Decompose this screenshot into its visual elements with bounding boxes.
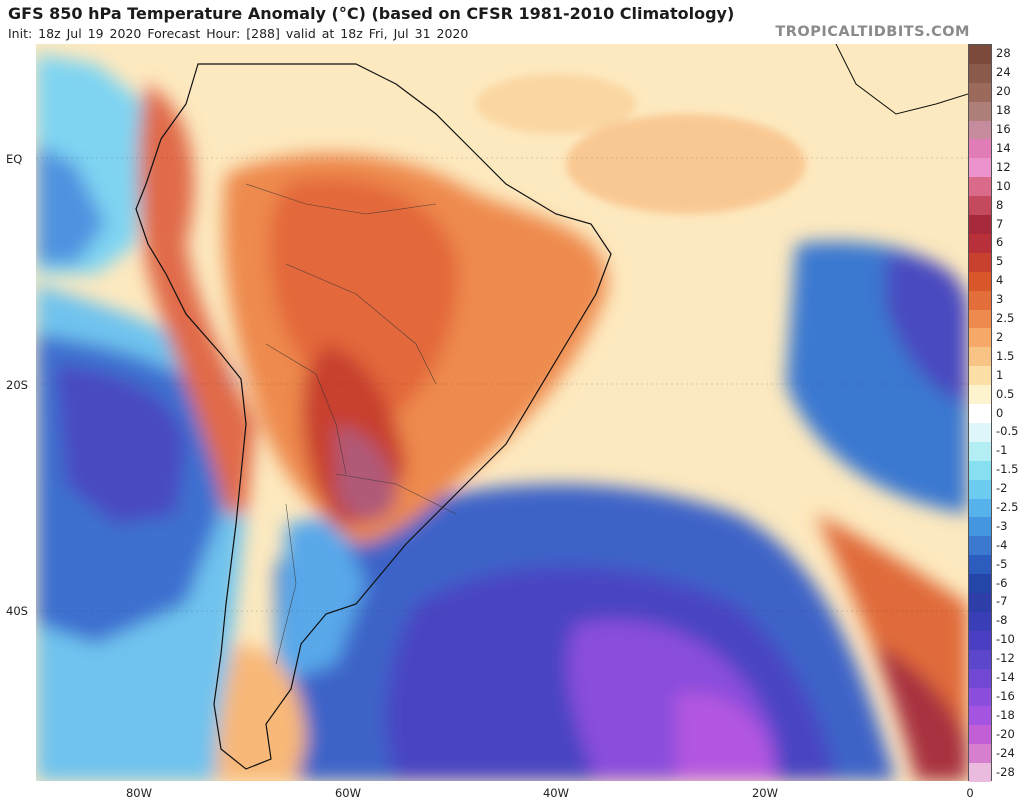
color-scale-label: -1.5 — [996, 462, 1019, 477]
color-scale-label: -14 — [996, 670, 1015, 685]
color-scale-swatch — [969, 347, 991, 367]
color-scale-swatch — [969, 460, 991, 481]
lat-label-40s: 40S — [6, 604, 28, 618]
color-scale-swatch — [969, 328, 991, 348]
color-scale-label: -1 — [996, 443, 1008, 458]
color-scale-swatch — [969, 158, 991, 178]
color-scale-bar — [968, 44, 992, 783]
color-scale-label: 18 — [996, 103, 1011, 118]
color-scale-label: 4 — [996, 273, 1004, 288]
color-scale-swatch — [969, 366, 991, 386]
color-scale-swatch — [969, 479, 991, 500]
color-scale-swatch — [969, 649, 991, 670]
color-scale-swatch — [969, 290, 991, 311]
color-scale-swatch — [969, 101, 991, 122]
africa-coastline — [835, 44, 968, 115]
color-scale-swatch — [969, 82, 991, 103]
lon-label-60w: 60W — [334, 786, 362, 800]
color-scale-label: 6 — [996, 235, 1004, 250]
site-brand: TROPICALTIDBITS.COM — [775, 24, 970, 40]
color-scale-label: -6 — [996, 575, 1008, 590]
lon-label-0: 0 — [966, 786, 974, 800]
color-scale-swatch — [969, 517, 991, 537]
lon-label-40w: 40W — [542, 786, 570, 800]
lon-label-80w: 80W — [125, 786, 153, 800]
forecast-info: Init: 18z Jul 19 2020 Forecast Hour: [28… — [8, 26, 469, 41]
color-scale-label: -4 — [996, 537, 1008, 552]
lon-label-20w: 20W — [751, 786, 779, 800]
color-scale-label: -5 — [996, 556, 1008, 571]
anomaly-map — [36, 44, 968, 781]
color-scale-swatch — [969, 196, 991, 216]
color-scale-swatch — [969, 668, 991, 688]
color-scale-label: 14 — [996, 140, 1011, 155]
color-scale-label: -18 — [996, 707, 1015, 722]
map-canvas — [36, 44, 968, 781]
color-scale-label: 10 — [996, 178, 1011, 193]
color-scale-label: -0.5 — [996, 424, 1019, 439]
color-scale-label: -12 — [996, 651, 1015, 666]
color-scale-swatch — [969, 120, 991, 140]
color-scale-swatch — [969, 441, 991, 462]
color-scale-label: 1.5 — [996, 348, 1015, 363]
color-scale-label: 28 — [996, 46, 1011, 61]
color-scale-swatch — [969, 574, 991, 594]
color-scale-label: -24 — [996, 745, 1015, 760]
color-scale-label: -2.5 — [996, 499, 1019, 514]
color-scale-swatch — [969, 706, 991, 726]
color-scale-label: 3 — [996, 292, 1004, 307]
color-scale-label: -16 — [996, 688, 1015, 703]
color-scale-label: 2 — [996, 329, 1004, 344]
color-scale-swatch — [969, 45, 991, 65]
color-scale-label: -10 — [996, 632, 1015, 647]
color-scale-swatch — [969, 687, 991, 707]
color-scale-swatch — [969, 422, 991, 443]
color-scale-swatch — [969, 63, 991, 84]
color-scale-swatch — [969, 593, 991, 613]
color-scale-label: 0.5 — [996, 386, 1015, 401]
color-scale-label: 5 — [996, 254, 1004, 269]
color-scale-label: -28 — [996, 764, 1015, 779]
color-scale-label: 7 — [996, 216, 1004, 231]
color-scale-label: -2 — [996, 481, 1008, 496]
color-scale-swatch — [969, 555, 991, 575]
color-scale-label: 16 — [996, 122, 1011, 137]
color-scale-swatch — [969, 177, 991, 197]
color-scale-swatch — [969, 252, 991, 273]
lat-label-20s: 20S — [6, 378, 28, 392]
lat-label-eq: EQ — [6, 152, 23, 166]
color-scale-swatch — [969, 744, 991, 764]
color-scale-swatch — [969, 763, 991, 783]
color-scale-swatch — [969, 611, 991, 632]
color-scale-label: -7 — [996, 594, 1008, 609]
color-scale-label: 1 — [996, 367, 1004, 382]
color-scale-swatch — [969, 404, 991, 424]
color-scale-swatch — [969, 139, 991, 159]
color-scale-swatch — [969, 725, 991, 745]
coastline — [135, 63, 612, 770]
color-scale-label: 24 — [996, 65, 1011, 80]
color-scale-swatch — [969, 385, 991, 405]
color-scale-label: 8 — [996, 197, 1004, 212]
color-scale-swatch — [969, 271, 991, 292]
chart-title: GFS 850 hPa Temperature Anomaly (°C) (ba… — [8, 4, 735, 23]
color-scale-swatch — [969, 536, 991, 556]
color-scale-label: -8 — [996, 613, 1008, 628]
color-scale-label: 12 — [996, 159, 1011, 174]
color-scale-swatch — [969, 630, 991, 651]
color-scale-swatch — [969, 309, 991, 329]
color-scale-label: 2.5 — [996, 311, 1015, 325]
color-scale-label: -3 — [996, 518, 1008, 533]
color-scale-swatch — [969, 215, 991, 235]
color-scale-swatch — [969, 233, 991, 254]
color-scale-swatch — [969, 498, 991, 518]
color-scale-label: 0 — [996, 405, 1004, 420]
color-scale-label: -20 — [996, 726, 1015, 741]
color-scale-label: 20 — [996, 84, 1011, 99]
